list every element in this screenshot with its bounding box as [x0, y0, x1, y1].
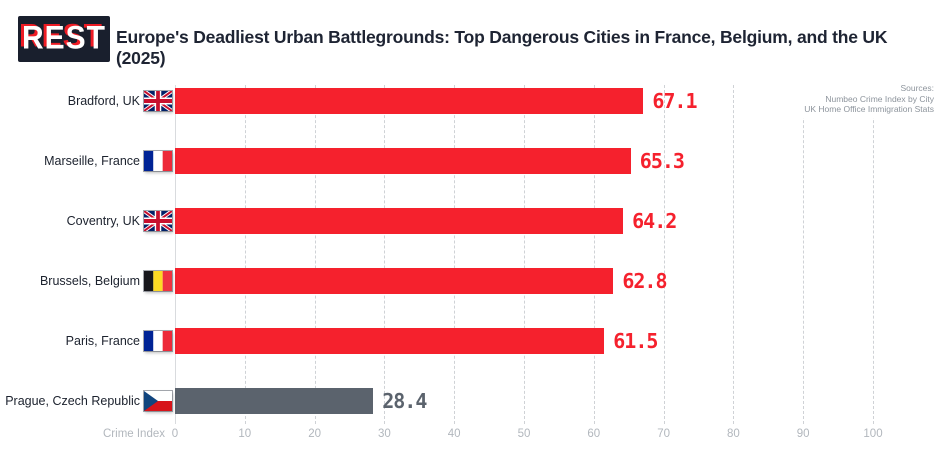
sources-item-home-office: UK Home Office Immigration Stats: [804, 104, 934, 114]
belgium-flag-icon: [144, 271, 172, 291]
x-tick-100: 100: [863, 428, 883, 440]
gridline-50: [524, 85, 525, 424]
bar-segment: [175, 88, 644, 114]
x-tick-40: 40: [447, 428, 461, 440]
x-tick-0: 0: [171, 428, 179, 440]
bar-value-label: 62.8: [622, 269, 667, 293]
category-label: Brussels, Belgium: [39, 274, 140, 288]
gridline-90: [803, 85, 805, 424]
x-tick-10: 10: [238, 428, 252, 440]
france-flag-icon: [144, 331, 172, 351]
uk-flag-icon: [144, 211, 172, 231]
gridline-10: [244, 85, 246, 424]
gridline-60: [593, 85, 595, 424]
bar-value-label: 67.1: [652, 89, 697, 113]
bar-segment: [175, 268, 614, 294]
x-tick-30: 30: [377, 428, 391, 440]
category-label: Prague, Czech Republic: [5, 394, 140, 408]
bar-value-label: 65.3: [639, 149, 685, 173]
gridline-40: [454, 85, 456, 424]
gridline-30: [384, 85, 386, 424]
france-flag-icon: [144, 151, 172, 171]
category-label: Coventry, UK: [66, 214, 140, 228]
x-axis-title: Crime Index: [103, 428, 165, 440]
gridline-0: [175, 85, 176, 424]
bar-segment: [175, 388, 374, 414]
sources-item-numbeo: Numbeo Crime Index by City: [825, 93, 934, 104]
sources-note: Sources: Numbeo Crime Index by City UK H…: [796, 83, 934, 118]
x-tick-60: 60: [587, 428, 601, 440]
uk-flag-icon: [144, 91, 172, 111]
x-tick-50: 50: [517, 428, 531, 440]
bar-segment: [175, 208, 624, 234]
category-label: Paris, France: [65, 334, 140, 348]
rest-logo: REST: [18, 16, 110, 62]
bar-value-label: 28.4: [382, 389, 427, 413]
x-tick-20: 20: [308, 428, 321, 440]
x-tick-90: 90: [796, 428, 810, 440]
x-tick-80: 80: [726, 428, 740, 440]
rest-logo-text: REST: [21, 20, 106, 57]
bar-value-label: 61.5: [613, 329, 658, 353]
gridline-20: [314, 85, 316, 424]
gridline-80: [733, 85, 735, 424]
chart-title: Europe's Deadliest Urban Battlegrounds: …: [116, 27, 888, 68]
x-tick-70: 70: [657, 428, 670, 440]
gridline-70: [663, 85, 665, 424]
category-label: Bradford, UK: [67, 94, 140, 108]
sources-heading: Sources:: [900, 83, 934, 93]
bar-value-label: 64.2: [632, 209, 677, 233]
gridline-100: [873, 85, 874, 424]
bar-segment: [175, 328, 605, 354]
czech-flag-icon: [144, 391, 172, 411]
category-label: Marseille, France: [44, 154, 140, 168]
bar-segment: [175, 148, 631, 174]
